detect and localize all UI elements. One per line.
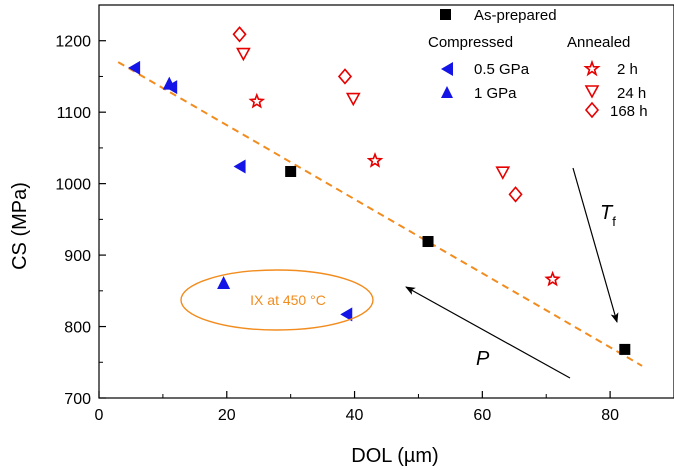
legend-header-annealed: Annealed — [567, 34, 630, 51]
point-as-prepared-1 — [422, 236, 434, 248]
legend-label-1gpa: 1 GPa — [474, 85, 517, 102]
legend-label-168h: 168 h — [610, 103, 648, 120]
legend-header-compressed: Compressed — [428, 34, 513, 51]
tf-label-sub: f — [612, 214, 616, 229]
x-tick-label-0: 0 — [95, 407, 104, 424]
tf-arrow — [572, 167, 619, 323]
fit-line-group — [117, 61, 643, 367]
point-24-h-2 — [495, 166, 511, 180]
y-tick-label-1200: 1200 — [55, 34, 91, 51]
point-24-h-1 — [345, 92, 361, 107]
point-168-h-2 — [508, 186, 523, 203]
legend-marker-24h — [584, 85, 600, 99]
legend-label-0-5gpa: 0.5 GPa — [474, 61, 530, 78]
y-tick-label-1100: 1100 — [57, 105, 92, 122]
legend-label-24h: 24 h — [617, 85, 646, 102]
legend: As-prepared Compressed Annealed 0.5 GPa … — [428, 7, 648, 120]
p-arrow — [405, 286, 571, 379]
y-tick-label-900: 900 — [64, 248, 91, 265]
y-tick-label-800: 800 — [64, 320, 91, 337]
legend-marker-168h — [584, 101, 600, 119]
y-tick-label-700: 700 — [64, 391, 91, 408]
legend-label-2h: 2 h — [617, 61, 638, 78]
data-points — [128, 26, 631, 355]
ix-ellipse — [180, 269, 374, 331]
legend-label-as-prepared: As-prepared — [474, 7, 557, 24]
y-tick-label-1000: 1000 — [55, 177, 91, 194]
point-2-h-0 — [248, 92, 266, 109]
tf-label: Tf — [600, 202, 616, 229]
point-168-h-0 — [232, 26, 247, 43]
legend-marker-as-prepared — [440, 9, 451, 20]
x-tick-label-60: 60 — [473, 407, 491, 424]
point-168-h-1 — [337, 68, 353, 85]
point-as-prepared-0 — [285, 165, 297, 177]
tf-label-main: T — [600, 202, 614, 224]
point-1-gpa-1 — [217, 275, 231, 289]
point-1-gpa-0 — [162, 76, 176, 90]
y-axis-label: CS (MPa) — [9, 182, 31, 270]
x-tick-label-80: 80 — [601, 407, 619, 424]
legend-marker-0-5gpa — [441, 62, 453, 76]
point-as-prepared-2 — [619, 343, 631, 355]
legend-marker-2h — [583, 59, 601, 77]
x-axis-label: DOL (µm) — [351, 445, 438, 467]
point-0-5-gpa-3 — [340, 307, 353, 322]
x-tick-label-20: 20 — [218, 407, 236, 424]
point-0-5-gpa-2 — [233, 159, 246, 174]
x-tick-label-40: 40 — [346, 407, 364, 424]
fit-line — [117, 61, 643, 367]
point-24-h-0 — [236, 47, 251, 62]
point-2-h-1 — [366, 152, 384, 168]
point-0-5-gpa-0 — [128, 60, 141, 75]
axis-ticks: 0 20 40 60 80 700 800 900 1000 1100 1200 — [55, 34, 619, 424]
plot-frame — [98, 4, 674, 399]
ix-label: IX at 450 °C — [250, 292, 326, 308]
legend-marker-1gpa — [441, 86, 453, 98]
point-2-h-2 — [544, 270, 561, 287]
p-label: P — [476, 348, 490, 370]
